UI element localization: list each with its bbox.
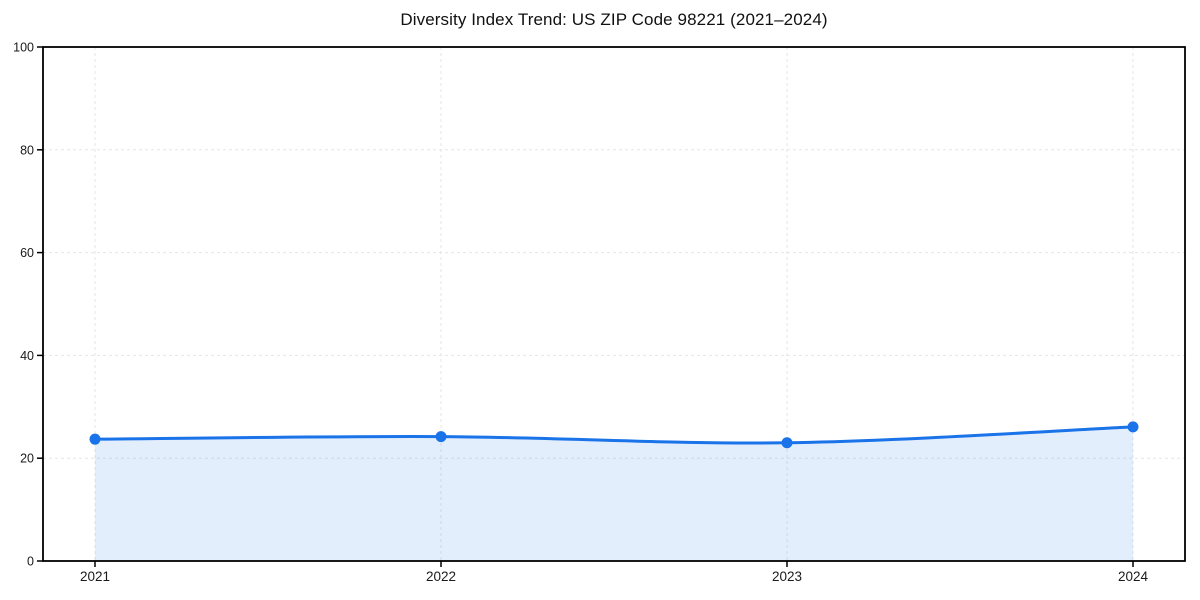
data-point-marker xyxy=(781,437,793,449)
y-tick-label: 100 xyxy=(13,41,34,55)
y-tick-label: 20 xyxy=(20,452,34,466)
plot-border xyxy=(42,46,1186,562)
x-tick-label: 2021 xyxy=(80,569,110,584)
data-point-marker xyxy=(89,433,101,445)
series-line xyxy=(93,425,1135,445)
y-tick-label: 0 xyxy=(27,555,34,569)
y-tick-label: 60 xyxy=(20,246,34,260)
y-tick-label: 40 xyxy=(20,349,34,363)
data-point-marker xyxy=(435,431,447,443)
chart-title: Diversity Index Trend: US ZIP Code 98221… xyxy=(400,10,828,29)
x-tick-label: 2022 xyxy=(426,569,456,584)
area-fill xyxy=(95,426,1133,561)
data-point-marker xyxy=(1127,421,1139,433)
y-tick-label: 80 xyxy=(20,143,34,157)
x-tick-label: 2023 xyxy=(772,569,802,584)
x-tick-label: 2024 xyxy=(1118,569,1149,584)
